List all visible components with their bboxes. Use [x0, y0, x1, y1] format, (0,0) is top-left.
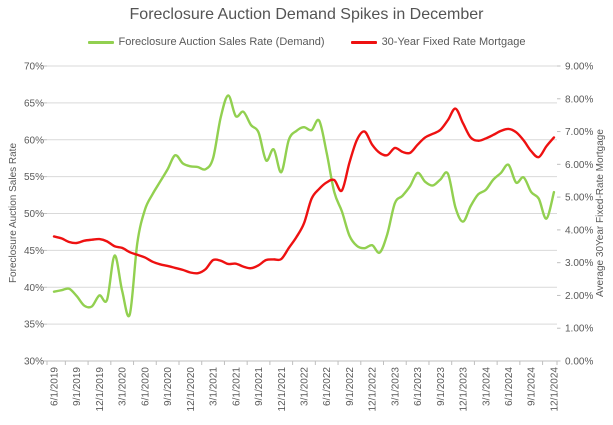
- legend-item-mortgage: 30-Year Fixed Rate Mortgage: [350, 36, 526, 48]
- legend-item-demand: Foreclosure Auction Sales Rate (Demand): [87, 36, 325, 48]
- x-axis-tick-label: 12/1/2023: [459, 367, 470, 412]
- series-line-demand: [52, 94, 556, 318]
- x-axis-tick-label: 9/1/2024: [527, 367, 538, 406]
- x-axis-tick-label: 3/1/2020: [118, 367, 129, 406]
- left-axis-tick-label: 40%: [24, 283, 44, 294]
- x-axis-tick-label: 12/1/2019: [95, 367, 106, 412]
- legend-label-mortgage: 30-Year Fixed Rate Mortgage: [381, 36, 526, 48]
- x-axis-tick-label: 9/1/2019: [72, 367, 83, 406]
- legend: Foreclosure Auction Sales Rate (Demand) …: [0, 36, 613, 48]
- legend-line-swatch-mortgage: [350, 40, 377, 44]
- right-axis-tick-label: 4.00%: [565, 225, 593, 236]
- left-axis-tick-label: 45%: [24, 246, 44, 257]
- x-axis-tick-label: 12/1/2024: [549, 367, 560, 412]
- right-axis-tick-label: 0.00%: [565, 357, 593, 368]
- right-axis-tick-label: 7.00%: [565, 127, 593, 138]
- x-axis-tick-label: 12/1/2022: [368, 367, 379, 412]
- right-axis-tick-label: 6.00%: [565, 160, 593, 171]
- right-axis-tick-label: 2.00%: [565, 291, 593, 302]
- legend-label-demand: Foreclosure Auction Sales Rate (Demand): [118, 36, 325, 48]
- left-axis-tick-label: 60%: [24, 135, 44, 146]
- left-axis-tick-label: 35%: [24, 320, 44, 331]
- x-axis-tick-label: 3/1/2022: [299, 367, 310, 406]
- x-axis-tick-label: 6/1/2023: [413, 367, 424, 406]
- x-axis-tick-label: 9/1/2023: [436, 367, 447, 406]
- x-axis-tick-label: 9/1/2021: [254, 367, 265, 406]
- right-axis-tick-label: 3.00%: [565, 258, 593, 269]
- x-axis-tick-label: 6/1/2019: [50, 367, 61, 406]
- x-axis-tick-label: 6/1/2024: [504, 367, 515, 406]
- right-axis-tick-label: 5.00%: [565, 193, 593, 204]
- chart-title: Foreclosure Auction Demand Spikes in Dec…: [129, 6, 484, 23]
- x-axis-tick-label: 12/1/2020: [186, 367, 197, 412]
- left-axis-tick-label: 55%: [24, 172, 44, 183]
- x-axis-tick-label: 9/1/2020: [163, 367, 174, 406]
- right-axis-tick-label: 9.00%: [565, 62, 593, 73]
- x-axis-tick-label: 3/1/2023: [390, 367, 401, 406]
- right-axis-tick-label: 1.00%: [565, 324, 593, 335]
- x-axis-tick-label: 12/1/2021: [277, 367, 288, 412]
- left-axis-tick-label: 65%: [24, 98, 44, 109]
- right-axis-tick-label: 8.00%: [565, 94, 593, 105]
- left-axis-tick-label: 70%: [24, 62, 44, 73]
- legend-line-swatch-demand: [87, 40, 114, 44]
- x-axis-tick-label: 3/1/2024: [481, 367, 492, 406]
- left-axis-tick-label: 50%: [24, 209, 44, 220]
- x-axis-tick-label: 9/1/2022: [345, 367, 356, 406]
- x-axis-tick-label: 3/1/2021: [209, 367, 220, 406]
- x-axis-tick-label: 6/1/2022: [322, 367, 333, 406]
- x-axis-tick-label: 6/1/2020: [140, 367, 151, 406]
- series-line-mortgage: [52, 107, 556, 275]
- x-axis-tick-label: 6/1/2021: [231, 367, 242, 406]
- left-axis-tick-label: 30%: [24, 357, 44, 368]
